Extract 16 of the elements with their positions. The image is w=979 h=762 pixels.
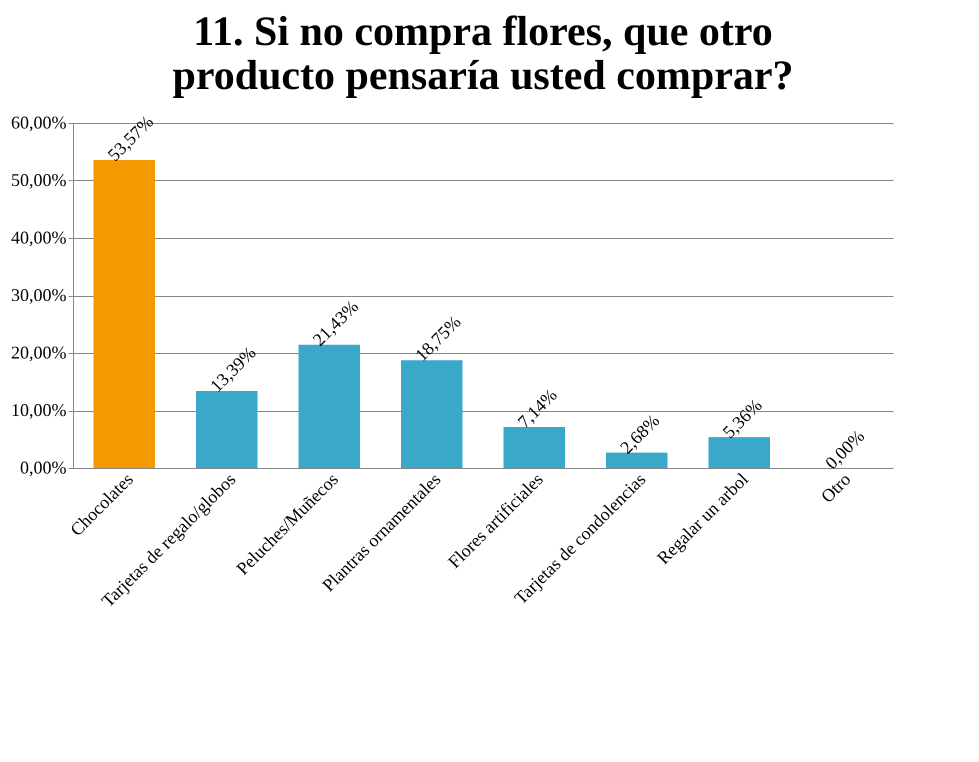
y-tick-label: 40,00% — [11, 228, 66, 248]
bar — [298, 344, 360, 468]
y-tick-label: 30,00% — [11, 285, 66, 305]
bar — [708, 437, 770, 468]
bar — [94, 160, 155, 468]
chart-title: 11. Si no compra flores, que otro producto pensaría usted comprar? — [172, 8, 794, 99]
x-tick-label: Otro — [817, 469, 854, 507]
y-tick-label: 20,00% — [11, 342, 66, 362]
y-tick-label: 60,00% — [11, 112, 66, 132]
bar — [401, 360, 462, 468]
bar — [606, 452, 668, 468]
y-tick-label: 50,00% — [11, 170, 66, 190]
bar — [504, 426, 565, 468]
y-tick-label: 0,00% — [20, 458, 66, 478]
bar — [196, 391, 258, 468]
y-tick-label: 10,00% — [11, 400, 66, 420]
